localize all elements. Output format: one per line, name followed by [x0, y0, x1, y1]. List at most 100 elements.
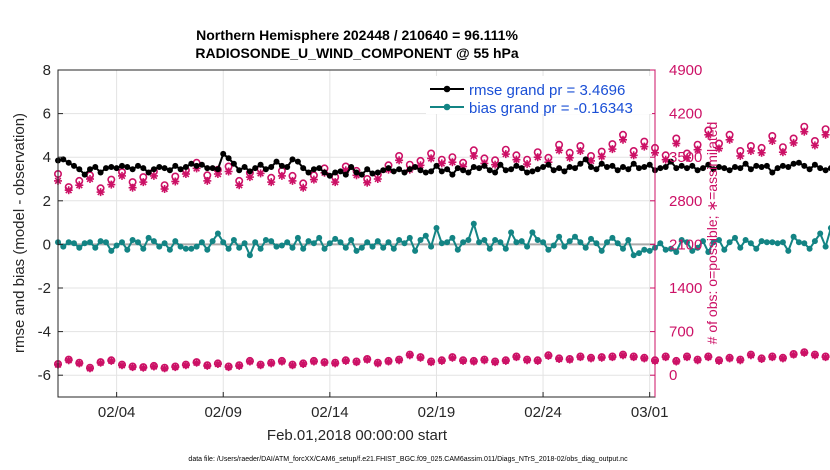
- data-point-rmse: [641, 164, 648, 170]
- asterisk-stroke: [470, 358, 478, 365]
- asterisk-stroke: [310, 358, 318, 365]
- asterisk-stroke: [171, 178, 179, 185]
- data-point-rmse: [763, 162, 770, 169]
- obs-assimilated-marker: [501, 356, 510, 365]
- asterisk-stroke: [747, 147, 755, 155]
- data-point-bias: [588, 235, 594, 242]
- asterisk-stroke: [150, 363, 158, 370]
- obs-assimilated-marker: [256, 361, 265, 370]
- obs-assimilated-marker: [736, 356, 745, 365]
- asterisk-stroke: [417, 161, 424, 169]
- data-point-bias: [684, 239, 690, 246]
- data-point-bias: [529, 229, 536, 236]
- data-point-rmse: [769, 169, 776, 176]
- asterisk-stroke: [694, 146, 702, 154]
- obs-assimilated-marker: [128, 363, 137, 372]
- asterisk-stroke: [598, 153, 606, 160]
- data-point-bias: [742, 237, 749, 243]
- data-point-rmse: [486, 167, 493, 174]
- left-axis-label: rmse and bias (model - observation): [11, 113, 28, 353]
- obs-assimilated-marker: [309, 357, 318, 366]
- obs-assimilated-marker: [149, 171, 158, 180]
- data-point-rmse: [321, 169, 328, 176]
- obs-assimilated-marker: [416, 353, 425, 362]
- data-point-rmse: [742, 160, 749, 167]
- data-point-bias: [513, 239, 520, 246]
- obs-assimilated-marker: [118, 361, 126, 370]
- data-point-bias: [737, 244, 744, 251]
- asterisk-stroke: [779, 354, 787, 362]
- data-point-rmse: [150, 166, 157, 173]
- asterisk-stroke: [449, 354, 456, 362]
- data-point-rmse: [412, 164, 419, 170]
- data-point-rmse: [817, 165, 824, 172]
- data-point-bias: [161, 240, 168, 247]
- right-axis-tick-label: 4900: [669, 62, 702, 79]
- obs-assimilated-marker: [629, 151, 638, 160]
- data-point-bias: [113, 242, 120, 249]
- obs-assimilated-marker: [75, 181, 84, 190]
- data-point-bias: [225, 245, 232, 252]
- obs-assimilated-marker: [469, 152, 478, 160]
- asterisk-stroke: [736, 152, 744, 160]
- data-point-bias: [268, 238, 275, 245]
- data-point-rmse: [582, 156, 589, 163]
- asterisk-stroke: [598, 354, 606, 362]
- data-point-bias: [662, 246, 669, 253]
- data-point-rmse: [97, 169, 104, 176]
- data-point-rmse: [668, 158, 674, 165]
- data-point-rmse: [166, 167, 173, 174]
- data-point-bias: [801, 240, 808, 247]
- data-point-rmse: [268, 164, 275, 170]
- data-point-bias: [273, 243, 280, 250]
- obs-assimilated-marker: [693, 356, 702, 365]
- asterisk-stroke: [630, 151, 638, 159]
- data-point-bias: [556, 233, 563, 240]
- data-point-bias: [753, 245, 760, 252]
- data-point-bias: [518, 238, 525, 245]
- legend-rmse-marker: [443, 85, 451, 93]
- data-point-rmse: [406, 166, 413, 173]
- obs-assimilated-marker: [288, 176, 297, 185]
- asterisk-stroke: [470, 152, 478, 160]
- data-point-rmse: [827, 165, 830, 171]
- data-point-rmse: [284, 164, 291, 170]
- data-point-bias: [193, 243, 200, 250]
- data-point-bias: [827, 225, 830, 231]
- data-point-rmse: [779, 162, 786, 169]
- obs-assimilated-marker: [757, 148, 766, 157]
- data-point-bias: [204, 246, 211, 253]
- asterisk-stroke: [97, 188, 105, 196]
- obs-assimilated-marker: [555, 355, 564, 363]
- data-point-bias: [300, 245, 307, 252]
- data-point-bias: [822, 243, 829, 250]
- asterisk-stroke: [171, 363, 179, 371]
- asterisk-stroke: [182, 361, 190, 369]
- data-point-bias: [811, 238, 818, 245]
- data-point-bias: [257, 245, 264, 252]
- data-point-bias: [310, 240, 317, 247]
- asterisk-stroke: [214, 170, 222, 178]
- obs-assimilated-marker: [821, 130, 830, 139]
- data-point-rmse: [694, 167, 701, 174]
- data-point-rmse: [737, 165, 744, 172]
- obs-assimilated-marker: [96, 188, 105, 197]
- obs-assimilated-marker: [181, 170, 190, 178]
- data-point-bias: [598, 247, 605, 254]
- data-point-rmse: [598, 160, 605, 167]
- asterisk-stroke: [640, 143, 648, 151]
- data-point-bias: [572, 233, 578, 240]
- data-point-rmse: [636, 165, 642, 172]
- data-point-bias: [81, 240, 88, 247]
- data-point-rmse: [822, 167, 829, 174]
- asterisk-stroke: [438, 160, 446, 167]
- obs-assimilated-marker: [789, 350, 798, 359]
- asterisk-stroke: [555, 355, 563, 363]
- data-point-rmse: [684, 165, 690, 172]
- data-point-bias: [566, 238, 573, 245]
- left-axis-tick-label: -2: [38, 280, 51, 297]
- data-point-bias: [230, 237, 237, 243]
- obs-assimilated-marker: [267, 178, 276, 187]
- data-point-rmse: [113, 165, 120, 172]
- data-point-bias: [705, 249, 712, 255]
